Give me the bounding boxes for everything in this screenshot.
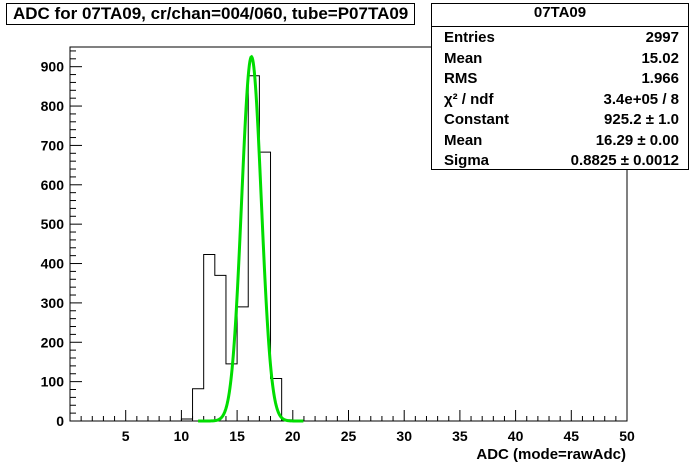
y-axis: 0 100 200 300 400 500 600 700 800 900 [41,50,82,429]
x-tick-label: 15 [229,428,245,444]
x-axis: 5 10 15 20 25 30 35 40 45 50 [80,410,635,444]
stats-key: RMS [444,70,478,87]
x-tick-label: 35 [452,428,468,444]
stats-value: 16.29 ± 0.00 [595,131,679,149]
stats-key: Sigma [444,152,490,169]
stats-title: 07TA09 [432,4,688,27]
y-tick-label: 300 [41,295,65,311]
histogram-outline [170,75,304,422]
fit-series [198,54,304,423]
stats-key: Entries [444,29,495,46]
stats-row: RMS 1.966 [432,68,688,89]
x-tick-label: 10 [174,428,190,444]
x-tick-label: 40 [508,428,524,444]
y-tick-label: 800 [41,98,65,114]
x-tick-label: 45 [564,428,580,444]
x-tick-label: 50 [619,428,635,444]
stats-row: Sigma 0.8825 ± 0.0012 [432,150,688,171]
x-tick-label: 25 [341,428,357,444]
stats-row: Constant 925.2 ± 1.0 [432,109,688,130]
y-tick-label: 700 [41,137,65,153]
y-tick-label: 0 [56,413,64,429]
y-tick-label: 900 [41,59,65,75]
y-tick-label: 200 [41,334,65,350]
x-tick-label: 5 [122,428,130,444]
stats-row: χ² / ndf 3.4e+05 / 8 [432,89,688,110]
stats-value: 15.02 [641,49,679,67]
y-tick-label: 100 [41,374,65,390]
stats-row: Entries 2997 [432,27,688,48]
y-tick-label: 400 [41,256,65,272]
x-axis-title: ADC (mode=rawAdc) [476,446,626,463]
stats-value: 1.966 [641,70,679,87]
gaussian-fit-curve [198,54,304,423]
stats-row: Mean 15.02 [432,48,688,69]
stats-value: 0.8825 ± 0.0012 [570,152,679,169]
stats-value: 3.4e+05 / 8 [603,90,679,108]
stats-key: Mean [444,49,483,67]
stats-row: Mean 16.29 ± 0.00 [432,130,688,151]
stats-key: Constant [444,111,509,128]
plot-title: ADC for 07TA09, cr/chan=004/060, tube=P0… [6,3,416,25]
stats-box: 07TA09 Entries 2997 Mean 15.02 RMS 1.966… [431,3,689,170]
stats-value: 925.2 ± 1.0 [604,111,679,128]
y-tick-label: 600 [41,177,65,193]
y-tick-label: 500 [41,216,65,232]
x-tick-label: 30 [396,428,412,444]
x-tick-label: 20 [285,428,301,444]
stats-value: 2997 [645,29,679,46]
histogram-series [170,75,304,422]
stats-key: χ² / ndf [444,90,494,108]
stats-key: Mean [444,131,483,149]
